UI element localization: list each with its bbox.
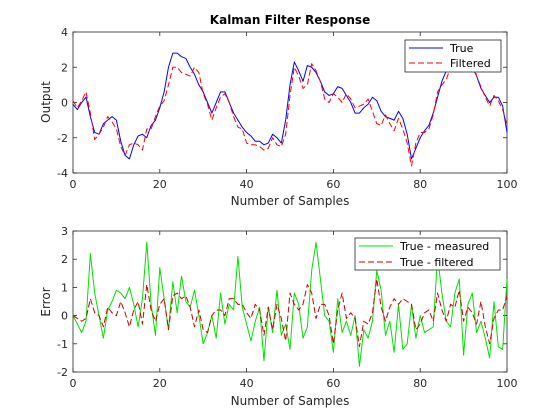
legend-label-true-measured: True - measured [399, 240, 489, 253]
output-x-tick-label: 20 [153, 178, 167, 191]
output-legend: True Filtered [404, 39, 502, 73]
error-x-tick-label: 60 [326, 377, 340, 390]
legend-label-filtered: Filtered [450, 57, 491, 70]
output-series-layer [72, 52, 508, 167]
error-legend-box [354, 237, 501, 271]
error-y-tick-label: 1 [61, 281, 68, 294]
output-y-tick-label: 0 [61, 97, 68, 110]
output-y-axis-label: Output [39, 81, 53, 123]
output-x-tick-label: 80 [413, 178, 427, 191]
error-x-axis-label: Number of Samples [231, 394, 350, 408]
output-y-tick-label: -4 [57, 167, 68, 180]
output-legend-box [404, 39, 502, 73]
error-y-tick-label: -2 [57, 366, 68, 379]
error-x-tick-label: 40 [240, 377, 254, 390]
error-y-tick-label: -1 [57, 338, 68, 351]
error-ticks: 0 20 40 60 80 100 -2 -1 0 1 2 3 [57, 225, 517, 390]
output-ticks: 0 20 40 60 80 100 -4 -2 0 2 4 [57, 26, 517, 191]
output-x-tick-label: 100 [497, 178, 518, 191]
error-y-tick-label: 0 [61, 310, 68, 323]
output-y-tick-label: 4 [61, 26, 68, 39]
output-chart-title: Kalman Filter Response [210, 13, 370, 27]
output-x-tick-label: 40 [240, 178, 254, 191]
error-x-tick-label: 80 [413, 377, 427, 390]
error-y-tick-label: 2 [61, 253, 68, 266]
error-series-true-filtered-line [72, 278, 508, 348]
error-y-axis-label: Error [39, 287, 53, 316]
error-x-tick-label: 20 [153, 377, 167, 390]
error-y-tick-label: 3 [61, 225, 68, 238]
output-y-tick-label: -2 [57, 132, 68, 145]
output-x-tick-label: 0 [70, 178, 77, 191]
error-x-tick-label: 0 [70, 377, 77, 390]
output-series-filtered-line [72, 52, 508, 167]
error-legend: True - measured True - filtered [354, 237, 501, 271]
legend-label-true: True [449, 42, 474, 55]
output-chart: 0 20 40 60 80 100 -4 -2 0 2 4 Kalman Filter Respon… [39, 13, 518, 208]
legend-label-true-filtered: True - filtered [399, 256, 473, 269]
error-series-true-measured-line [72, 241, 508, 367]
error-x-tick-label: 100 [497, 377, 518, 390]
error-series-layer [72, 241, 508, 367]
output-y-tick-label: 2 [61, 61, 68, 74]
error-chart: 0 20 40 60 80 100 -2 -1 0 1 2 3 Number of Samples E… [39, 225, 518, 408]
output-x-axis-label: Number of Samples [231, 194, 350, 208]
output-x-tick-label: 60 [326, 178, 340, 191]
